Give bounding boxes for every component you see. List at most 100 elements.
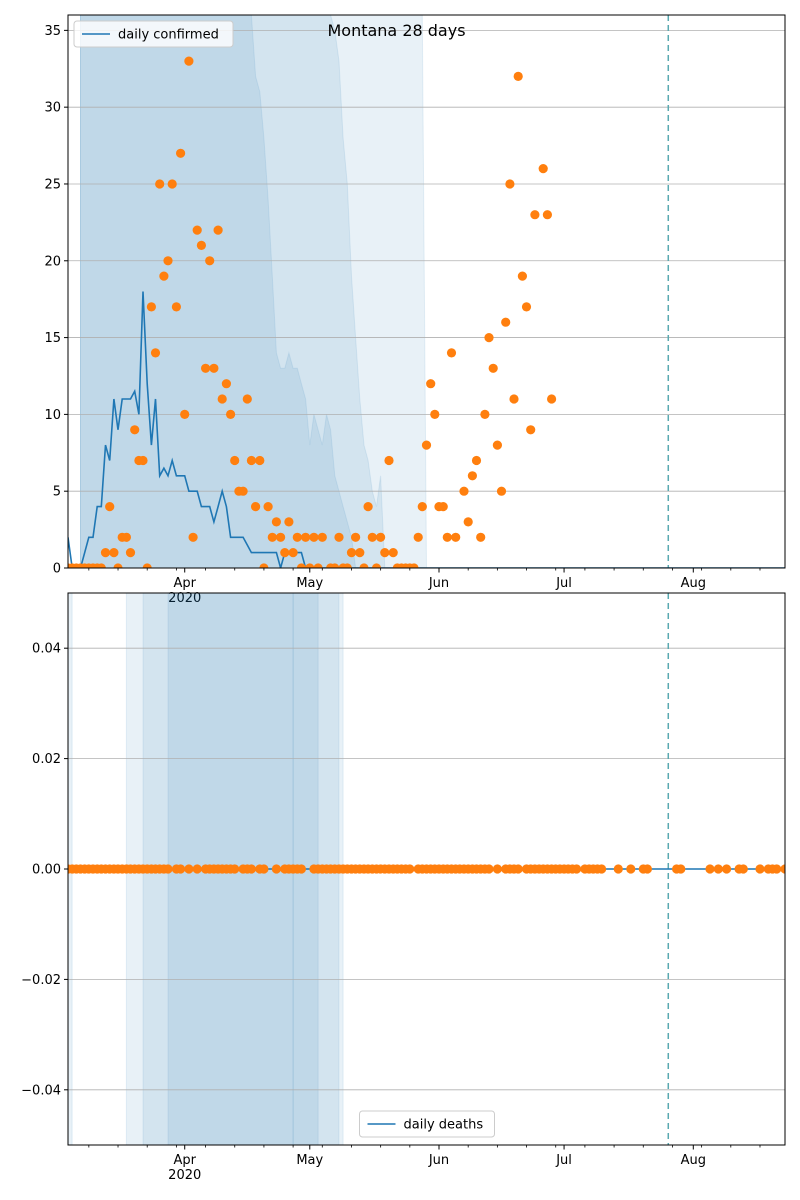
y-tick-label: 25 xyxy=(44,177,61,192)
x-tick-label: Apr xyxy=(173,1153,196,1168)
y-tick-label: 0.00 xyxy=(32,863,61,878)
data-point xyxy=(430,409,440,419)
data-point xyxy=(138,455,148,466)
data-point xyxy=(96,563,106,568)
data-point xyxy=(626,864,636,874)
data-point xyxy=(542,210,553,220)
data-point xyxy=(230,455,240,466)
data-point xyxy=(192,864,202,874)
y-tick-label: 0.04 xyxy=(32,642,61,657)
data-point xyxy=(125,548,136,558)
data-point xyxy=(176,148,186,158)
data-point xyxy=(305,563,315,568)
data-point xyxy=(484,864,494,874)
data-point xyxy=(572,864,582,874)
data-point xyxy=(426,379,436,389)
data-point xyxy=(488,363,498,373)
data-point xyxy=(496,486,507,496)
data-point xyxy=(442,532,452,542)
data-point xyxy=(355,548,365,558)
data-point xyxy=(263,502,273,512)
data-point xyxy=(242,394,252,404)
data-point xyxy=(251,502,261,512)
data-point xyxy=(296,864,306,874)
data-point xyxy=(467,471,477,481)
plot-area xyxy=(68,593,798,1145)
x-tick-label: May xyxy=(296,576,323,591)
data-point xyxy=(205,256,215,266)
data-point xyxy=(521,302,532,312)
data-point xyxy=(259,864,269,874)
chart-title: Montana 28 days xyxy=(327,21,465,40)
data-point xyxy=(184,864,194,874)
data-point xyxy=(451,532,461,542)
data-point xyxy=(188,532,198,542)
data-point xyxy=(230,864,240,874)
data-point xyxy=(192,225,202,235)
data-point xyxy=(480,409,490,419)
data-point xyxy=(171,302,181,312)
data-point xyxy=(413,532,423,542)
data-point xyxy=(226,409,236,419)
data-point xyxy=(421,440,432,450)
data-point xyxy=(363,502,373,512)
data-point xyxy=(246,864,256,874)
data-point xyxy=(476,532,486,542)
data-point xyxy=(209,363,219,373)
data-point xyxy=(597,864,607,874)
data-point xyxy=(380,548,390,558)
data-point xyxy=(109,548,119,558)
data-point xyxy=(238,486,248,496)
data-point xyxy=(330,563,340,568)
data-point xyxy=(284,517,294,527)
data-point xyxy=(384,455,394,466)
data-point xyxy=(276,532,286,542)
y-tick-label: 0 xyxy=(53,562,61,577)
data-point xyxy=(180,409,190,419)
data-point xyxy=(130,425,140,435)
data-point xyxy=(271,517,281,527)
data-point xyxy=(388,548,398,558)
data-point xyxy=(167,179,177,189)
data-point xyxy=(513,864,523,874)
y-tick-label: 0.02 xyxy=(32,752,61,767)
data-point xyxy=(163,864,173,874)
x-tick-label: Jul xyxy=(555,1153,572,1168)
data-point xyxy=(405,864,415,874)
data-point xyxy=(255,455,265,466)
data-point xyxy=(317,532,327,542)
data-point xyxy=(288,548,298,558)
data-point xyxy=(492,440,502,450)
data-point xyxy=(509,394,519,404)
data-point xyxy=(334,532,344,542)
y-tick-label: 5 xyxy=(53,485,61,500)
plot-area xyxy=(68,15,785,568)
y-tick-label: 20 xyxy=(44,254,61,269)
data-point xyxy=(100,548,111,558)
data-point xyxy=(346,548,357,558)
data-point xyxy=(471,455,482,466)
data-point xyxy=(163,256,173,266)
y-tick-label: 10 xyxy=(44,408,61,423)
data-point xyxy=(789,864,798,873)
data-point xyxy=(155,179,165,189)
data-point xyxy=(196,240,206,250)
data-point xyxy=(547,394,557,404)
x-tick-label: Aug xyxy=(681,1153,706,1168)
data-point xyxy=(301,532,311,542)
data-point xyxy=(722,864,732,874)
data-point xyxy=(463,517,473,527)
data-point xyxy=(371,563,382,568)
data-point xyxy=(676,864,686,874)
data-point xyxy=(367,532,377,542)
data-point xyxy=(342,563,352,568)
data-point xyxy=(517,271,528,281)
x-tick-sublabel: 2020 xyxy=(168,591,201,606)
data-point xyxy=(755,864,765,874)
y-tick-label: 30 xyxy=(44,101,61,116)
data-point xyxy=(201,363,211,373)
data-point xyxy=(772,864,782,874)
data-point xyxy=(459,486,469,496)
